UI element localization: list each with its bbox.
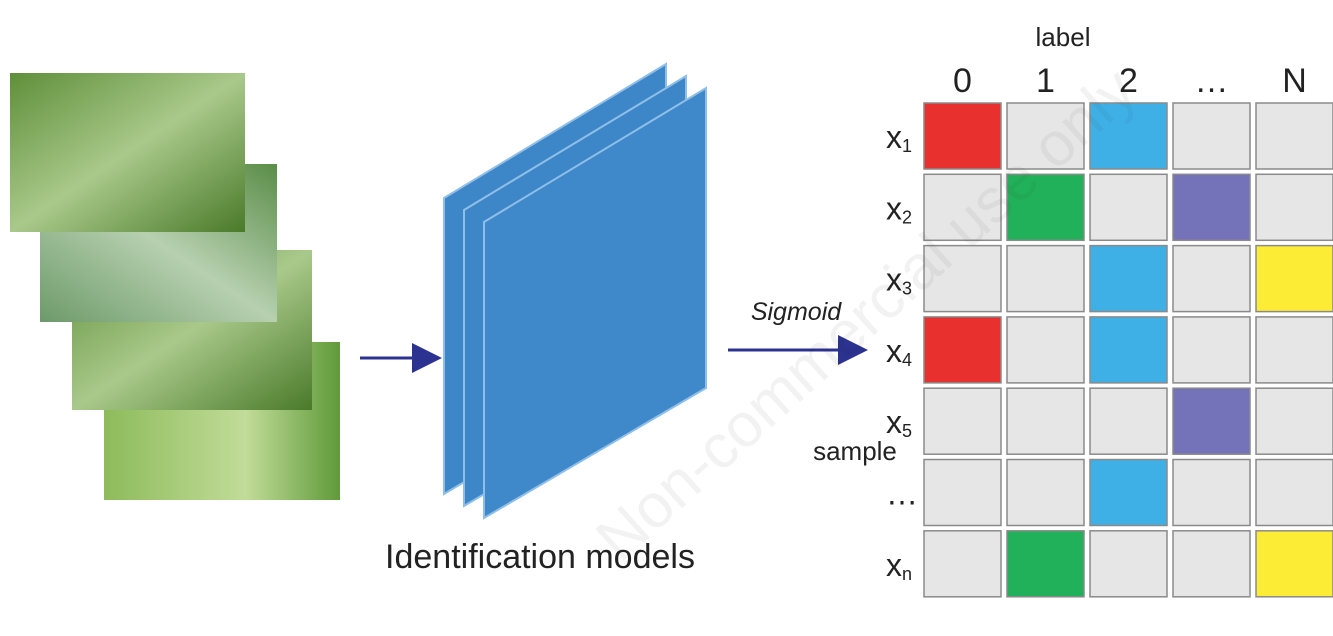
- row-label-main: x: [886, 119, 902, 155]
- cell: [1173, 317, 1250, 383]
- label-matrix: 012…Nx1x2x3x4x5…xn: [886, 62, 1333, 597]
- row-label-sub: 2: [902, 207, 912, 227]
- diagram: Identification models Sigmoid label samp…: [0, 0, 1333, 636]
- row-title: sample: [813, 436, 897, 466]
- row-label-sub: 1: [902, 136, 912, 156]
- cell: [1173, 460, 1250, 526]
- cell: [1256, 388, 1333, 454]
- cell: [1256, 460, 1333, 526]
- cell: [1256, 317, 1333, 383]
- row-label: x5: [886, 404, 912, 441]
- column-label: 1: [1036, 62, 1055, 100]
- cell: [1007, 246, 1084, 312]
- row-label: xn: [886, 547, 912, 584]
- row-label-sub: n: [902, 564, 912, 584]
- cell: [1173, 103, 1250, 169]
- cell: [1256, 531, 1333, 597]
- cell: [1173, 388, 1250, 454]
- cell: [1090, 246, 1167, 312]
- column-label: …: [1195, 62, 1229, 100]
- cell: [1007, 317, 1084, 383]
- cell: [1256, 246, 1333, 312]
- row-label-main: x: [886, 404, 902, 440]
- cell: [1256, 174, 1333, 240]
- row-label-main: …: [886, 476, 918, 512]
- column-label: 0: [953, 62, 972, 100]
- cell: [924, 460, 1001, 526]
- row-label: x1: [886, 119, 912, 156]
- cell: [924, 317, 1001, 383]
- column-title: label: [1036, 22, 1091, 52]
- cell: [1090, 174, 1167, 240]
- cell: [1090, 388, 1167, 454]
- row-label-main: x: [886, 547, 902, 583]
- row-label: …: [886, 476, 918, 512]
- cell: [1173, 174, 1250, 240]
- cell: [1090, 531, 1167, 597]
- leaf-photo: [10, 73, 245, 232]
- cell: [1090, 317, 1167, 383]
- row-label-sub: 4: [902, 350, 912, 370]
- cell: [1007, 388, 1084, 454]
- cell: [924, 388, 1001, 454]
- cell: [924, 531, 1001, 597]
- cell: [1007, 460, 1084, 526]
- leaf-images: [10, 73, 340, 500]
- cell: [1173, 531, 1250, 597]
- row-label: x2: [886, 190, 912, 227]
- row-label-sub: 5: [902, 421, 912, 441]
- cell: [1007, 531, 1084, 597]
- cell: [1090, 460, 1167, 526]
- cell: [1173, 246, 1250, 312]
- column-label: N: [1282, 62, 1307, 100]
- cell: [1256, 103, 1333, 169]
- row-label-main: x: [886, 190, 902, 226]
